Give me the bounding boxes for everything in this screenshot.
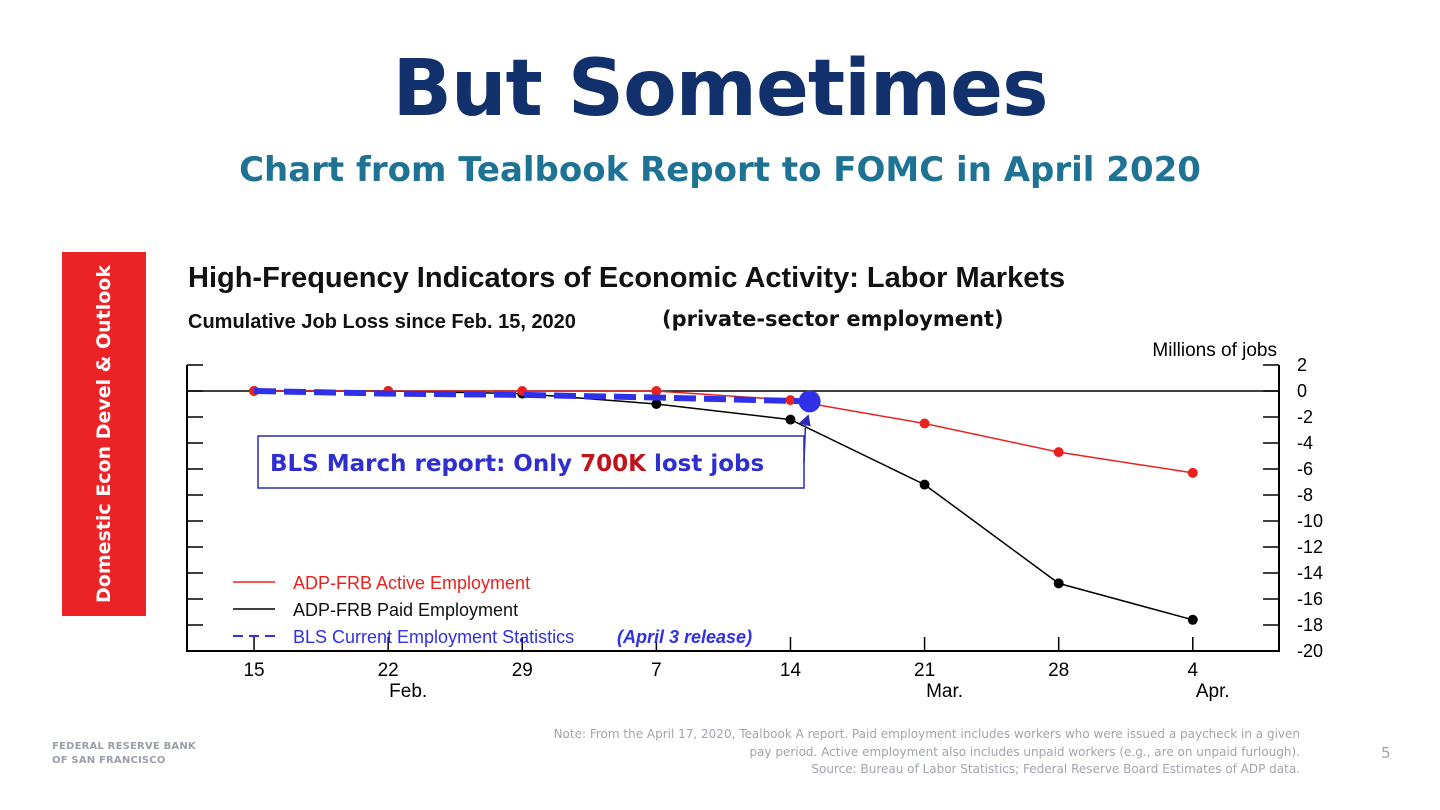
legend-label-paid: ADP-FRB Paid Employment (293, 600, 518, 620)
series-marker-active (651, 386, 662, 396)
footer-note-line-2: pay period. Active employment also inclu… (749, 744, 1300, 759)
y-tick-label: -12 (1297, 537, 1323, 557)
callout-arrow-head (798, 414, 811, 427)
x-tick-label: 4 (1188, 660, 1199, 681)
x-tick-label: 15 (243, 660, 264, 681)
x-tick-label: 21 (914, 660, 935, 681)
x-month-label: Feb. (389, 681, 427, 702)
y-axis-label: Millions of jobs (1152, 340, 1277, 361)
y-tick-label: -2 (1297, 407, 1313, 427)
x-month-label: Apr. (1196, 681, 1230, 702)
x-tick-label: 28 (1048, 660, 1069, 681)
slide-subtitle: Chart from Tealbook Report to FOMC in Ap… (239, 150, 1201, 190)
series-marker-active (919, 418, 930, 429)
y-tick-label: -18 (1297, 615, 1323, 635)
y-tick-label: -8 (1297, 485, 1313, 505)
slide-title: But Sometimes (392, 44, 1049, 134)
x-tick-label: 14 (780, 660, 802, 681)
footer-org-line-1: FEDERAL RESERVE BANK (52, 741, 196, 752)
footer-note-line-1: Note: From the April 17, 2020, Tealbook … (553, 727, 1300, 741)
series-marker-paid (1053, 578, 1064, 589)
section-side-bar (62, 252, 146, 616)
legend-label-active: ADP-FRB Active Employment (293, 573, 530, 593)
series-marker-active (1053, 447, 1064, 458)
y-tick-label: -20 (1297, 641, 1323, 661)
series-marker-paid (651, 399, 662, 409)
callout-text-prefix: BLS March report: Only (270, 451, 580, 477)
series-marker-active (1187, 467, 1198, 478)
plot-frame (186, 365, 1280, 652)
y-tick-label: 2 (1297, 355, 1307, 375)
y-tick-label: -16 (1297, 589, 1323, 609)
chart-subtitle: Cumulative Job Loss since Feb. 15, 2020 (188, 311, 576, 333)
y-tick-label: -6 (1297, 459, 1313, 479)
x-tick-label: 22 (378, 660, 399, 681)
x-tick-label: 29 (512, 660, 533, 681)
callout-text-suffix: lost jobs (646, 451, 764, 477)
callout-text-highlight: 700K (580, 451, 647, 477)
legend-note-bls: (April 3 release) (617, 627, 752, 647)
callout-text: BLS March report: Only 700K lost jobs (270, 451, 764, 477)
series-marker-paid (919, 479, 930, 490)
x-month-label: Mar. (926, 681, 963, 702)
callout-box (257, 435, 805, 489)
footer-note: Note: From the April 17, 2020, Tealbook … (440, 726, 1300, 779)
y-tick-label: 0 (1297, 381, 1307, 401)
series-marker-bls (798, 390, 821, 413)
x-tick-label: 7 (651, 660, 662, 681)
callout-arrow-line (803, 421, 807, 463)
series-marker-active (785, 395, 796, 406)
y-tick-label: -14 (1297, 563, 1323, 583)
legend-label-bls: BLS Current Employment Statistics (293, 627, 574, 647)
footer-org-line-2: OF SAN FRANCISCO (52, 755, 166, 766)
series-marker-paid (1187, 614, 1198, 625)
chart-title: High-Frequency Indicators of Economic Ac… (188, 262, 1066, 294)
footer-note-line-3: Source: Bureau of Labor Statistics; Fede… (811, 762, 1300, 776)
series-line-bls (253, 388, 810, 405)
chart-subtitle-note: (private-sector employment) (662, 307, 1004, 331)
footer-org-name: FEDERAL RESERVE BANK OF SAN FRANCISCO (52, 740, 196, 768)
series-marker-paid (785, 414, 796, 425)
y-tick-label: -4 (1297, 433, 1313, 453)
page-number: 5 (1381, 744, 1391, 762)
y-tick-label: -10 (1297, 511, 1323, 531)
